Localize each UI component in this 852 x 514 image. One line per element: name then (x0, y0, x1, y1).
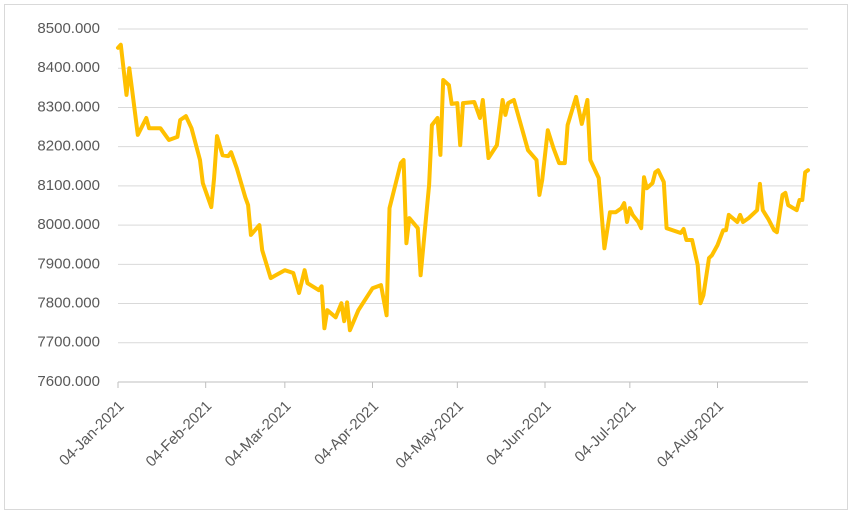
y-tick-label: 8100.000 (37, 177, 100, 194)
y-tick-label: 8200.000 (37, 138, 100, 155)
y-tick-label: 8000.000 (37, 216, 100, 233)
chart-frame (4, 4, 848, 510)
data-line (116, 42, 810, 333)
y-tick-label: 7900.000 (37, 255, 100, 272)
y-tick-label: 8400.000 (37, 59, 100, 76)
y-tick-label: 7700.000 (37, 334, 100, 351)
y-tick-label: 8500.000 (37, 20, 100, 37)
y-tick-label: 7800.000 (37, 295, 100, 312)
y-tick-label: 8300.000 (37, 98, 100, 115)
y-tick-label: 7600.000 (37, 373, 100, 390)
